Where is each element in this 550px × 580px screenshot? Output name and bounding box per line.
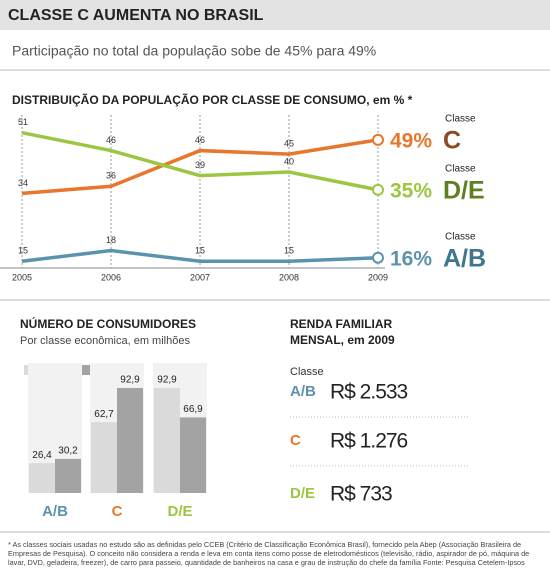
- data-label: 40: [284, 156, 294, 166]
- income-class: D/E: [290, 485, 315, 502]
- bar: [180, 417, 206, 493]
- data-label: 34: [18, 178, 28, 188]
- line-chart-title: DISTRIBUIÇÃO DA POPULAÇÃO POR CLASSE DE …: [12, 92, 413, 107]
- footnote: * As classes sociais usadas no estudo sã…: [8, 540, 530, 567]
- end-label: 16%: [390, 247, 432, 270]
- bar: [55, 458, 81, 493]
- x-tick-label: A/B: [42, 503, 68, 520]
- x-tick-label: 2007: [190, 272, 210, 282]
- income-class: A/B: [290, 383, 316, 400]
- data-label: 46: [106, 135, 116, 145]
- header-band: [0, 0, 550, 30]
- end-label: 49%: [390, 129, 432, 152]
- income-column-label: Classe: [290, 366, 324, 378]
- series-line: [21, 130, 379, 192]
- legend-label: D/E: [443, 176, 485, 204]
- data-label: 26,4: [32, 450, 52, 461]
- bar-chart-subtitle: Por classe econômica, em milhões: [20, 335, 190, 347]
- income-value: R$ 2.533: [330, 381, 408, 404]
- data-label: 18: [106, 235, 116, 245]
- data-label: 51: [18, 117, 28, 127]
- bar: [29, 463, 55, 493]
- page-title: CLASSE C AUMENTA NO BRASIL: [8, 7, 264, 24]
- series-line: [21, 138, 379, 196]
- legend-swatch: [80, 365, 90, 375]
- series-caption: Classe: [445, 231, 476, 242]
- income-value: R$ 733: [330, 483, 392, 506]
- bar: [117, 388, 143, 493]
- data-label: 46: [195, 135, 205, 145]
- data-label: 30,2: [58, 446, 78, 457]
- series-caption: Classe: [445, 113, 476, 124]
- data-label: 15: [18, 246, 28, 256]
- income-value: R$ 1.276: [330, 430, 408, 453]
- x-tick-label: 2005: [12, 272, 32, 282]
- data-label: 92,9: [157, 375, 177, 386]
- legend-label: C: [443, 126, 461, 154]
- end-point: [372, 183, 384, 196]
- x-tick-label: 2009: [368, 272, 388, 282]
- data-label: 45: [284, 139, 294, 149]
- x-tick-label: D/E: [167, 503, 192, 520]
- series-caption: Classe: [445, 163, 476, 174]
- income-class: C: [290, 432, 301, 449]
- x-tick-label: C: [112, 503, 123, 520]
- data-label: 15: [195, 246, 205, 256]
- end-label: 35%: [390, 179, 432, 202]
- data-label: 92,9: [120, 375, 140, 386]
- page-subtitle: Participação no total da população sobe …: [12, 43, 376, 59]
- data-label: 62,7: [94, 409, 114, 420]
- bar: [154, 388, 180, 493]
- bar-chart-title: NÚMERO DE CONSUMIDORES: [20, 316, 196, 331]
- data-label: 15: [284, 246, 294, 256]
- x-tick-label: 2008: [279, 272, 299, 282]
- bar: [91, 422, 117, 493]
- x-tick-label: 2006: [101, 272, 121, 282]
- legend-label: A/B: [443, 244, 486, 272]
- income-title: RENDA FAMILIAR MENSAL, em 2009: [290, 317, 395, 347]
- end-point: [372, 251, 384, 264]
- end-point: [372, 133, 384, 146]
- series-line: [21, 248, 379, 264]
- data-label: 66,9: [183, 404, 203, 415]
- data-label: 36: [106, 171, 116, 181]
- data-label: 39: [195, 160, 205, 170]
